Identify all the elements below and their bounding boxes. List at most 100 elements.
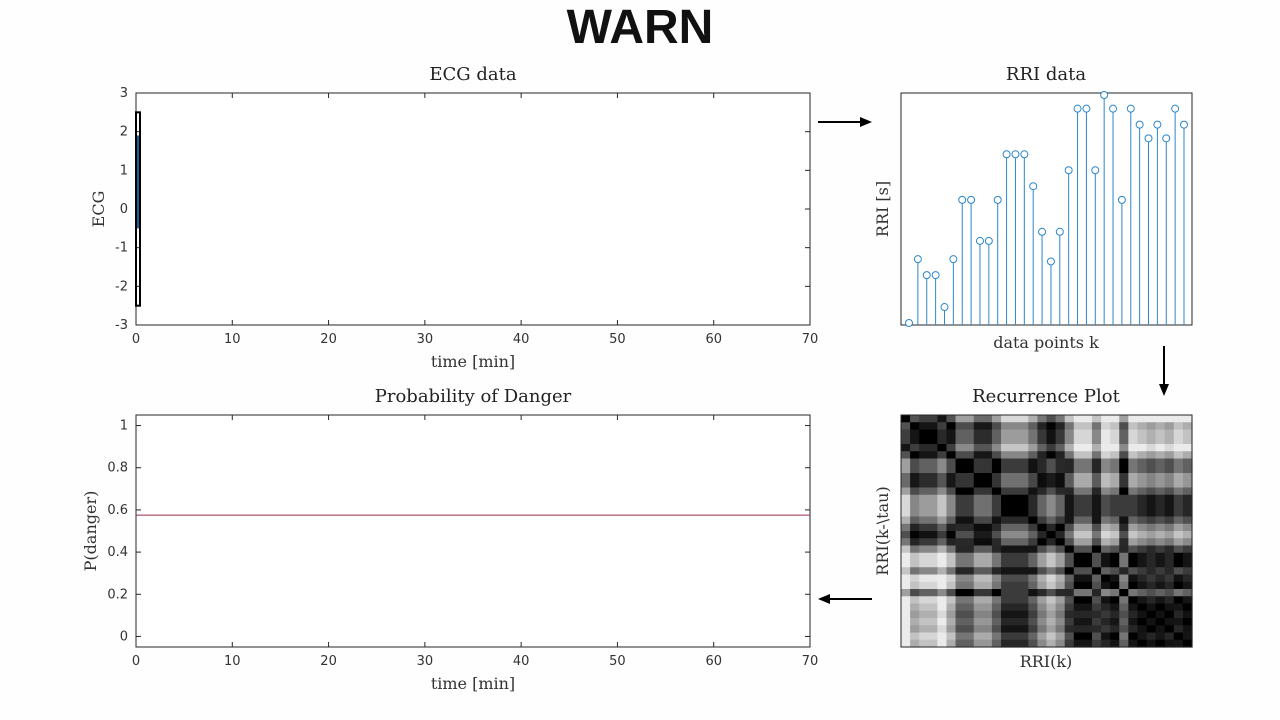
recurrence-cell: [1055, 538, 1066, 547]
recurrence-cell: [982, 523, 993, 532]
ecg-x-tick-label: 10: [224, 332, 241, 347]
rri-point: [949, 255, 958, 264]
recurrence-cell: [955, 567, 966, 576]
ecg-plot-area: [135, 92, 811, 326]
recurrence-cell: [1019, 639, 1029, 648]
recurrence-cell: [901, 436, 911, 445]
recurrence-cell: [1055, 487, 1066, 496]
recurrence-cell: [1019, 494, 1029, 503]
recurrence-cell: [982, 502, 993, 510]
recurrence-cell: [1064, 632, 1075, 641]
recurrence-cell: [1155, 509, 1166, 518]
recurrence-cell: [1119, 502, 1129, 510]
recurrence-cell: [1110, 610, 1120, 619]
recurrence-cell: [946, 436, 957, 445]
recurrence-cell: [1146, 444, 1157, 452]
recurrence-cell: [1082, 618, 1093, 626]
recurrence-cell: [1064, 415, 1075, 423]
rri-point: [1162, 134, 1171, 143]
recurrence-cell: [964, 538, 975, 547]
ecg-y-tick-label: 3: [120, 86, 128, 101]
recurrence-cell: [1082, 639, 1093, 648]
recurrence-cell: [1055, 451, 1066, 460]
recurrence-cell: [1073, 632, 1084, 641]
recurrence-cell: [1101, 509, 1111, 518]
ecg-y-tick-label: 1: [120, 163, 128, 178]
rri-point: [967, 195, 976, 204]
recurrence-cell: [1028, 523, 1039, 532]
recurrence-cell: [1037, 436, 1048, 445]
recurrence-cell: [1182, 618, 1193, 626]
recurrence-cell: [964, 639, 975, 648]
recurrence-cell: [1028, 444, 1039, 452]
recurrence-cell: [1110, 531, 1120, 539]
recurrence-cell: [955, 429, 966, 438]
recurrence-cell: [1091, 444, 1102, 452]
recurrence-cell: [1010, 523, 1020, 532]
recurrence-cell: [910, 444, 920, 452]
recurrence-cell: [1028, 603, 1039, 612]
recurrence-cell: [1064, 436, 1075, 445]
recurrence-cell: [1155, 494, 1166, 503]
recurrence-cell: [1019, 487, 1029, 496]
recurrence-cell: [1091, 560, 1102, 568]
rri-point: [1091, 166, 1100, 175]
recurrence-cell: [1182, 444, 1193, 452]
recurrence-cell: [1082, 429, 1093, 438]
recurrence-cell: [1055, 436, 1066, 445]
recurrence-cell: [1001, 567, 1011, 576]
recurrence-cell: [1028, 415, 1039, 423]
recurrence-cell: [919, 487, 929, 496]
ecg-signal-line: [135, 135, 141, 229]
recurrence-cell: [964, 422, 975, 431]
recurrence-cell: [1028, 465, 1039, 474]
recurrence-cell: [1055, 415, 1066, 423]
recurrence-cell: [1110, 444, 1120, 452]
recurrence-cell: [919, 574, 929, 583]
recurrence-cell: [982, 581, 993, 590]
danger-x-tick-label: 50: [609, 654, 626, 669]
recurrence-cell: [1110, 502, 1120, 510]
recurrence-cell: [982, 429, 993, 438]
recurrence-cell: [1137, 429, 1148, 438]
recurrence-cell: [1073, 415, 1084, 423]
recurrence-cell: [1128, 538, 1139, 547]
recurrence-cell: [973, 581, 984, 590]
recurrence-cell: [1073, 509, 1084, 518]
recurrence-cell: [946, 487, 957, 496]
recurrence-cell: [955, 574, 966, 583]
recurrence-cell: [1046, 552, 1057, 561]
recurrence-cell: [1091, 415, 1102, 423]
recurrence-cell: [1101, 523, 1111, 532]
recurrence-cell: [1037, 487, 1048, 496]
recurrence-cell: [1019, 458, 1029, 467]
recurrence-cell: [946, 589, 957, 597]
recurrence-cell: [1091, 567, 1102, 576]
recurrence-cell: [973, 516, 984, 525]
recurrence-cell: [991, 487, 1002, 496]
recurrence-cell: [1119, 465, 1129, 474]
recurrence-y-axis-label: RRI(k-\tau): [873, 486, 892, 575]
recurrence-cell: [982, 494, 993, 503]
recurrence-cell: [1119, 574, 1129, 583]
recurrence-cell: [901, 415, 911, 423]
recurrence-cell: [1046, 516, 1057, 525]
rri-plot-area: [900, 92, 1193, 326]
arrow-rri-to-recurrence-icon: [1159, 346, 1169, 396]
flow-arrows: [818, 117, 1169, 604]
recurrence-cell: [1091, 480, 1102, 489]
recurrence-cell: [919, 415, 929, 423]
rri-point: [1180, 120, 1188, 129]
recurrence-cell: [1164, 632, 1175, 641]
recurrence-cell: [1037, 552, 1048, 561]
recurrence-cell: [1182, 538, 1193, 547]
recurrence-cell: [937, 429, 948, 438]
rri-point: [1126, 104, 1135, 113]
recurrence-cell: [1082, 444, 1093, 452]
rri-y-axis-label: RRI [s]: [873, 181, 892, 237]
recurrence-cell: [928, 509, 938, 518]
recurrence-cell: [1064, 610, 1075, 619]
recurrence-cell: [1173, 581, 1184, 590]
recurrence-cell: [1091, 473, 1102, 481]
recurrence-cell: [1164, 429, 1175, 438]
